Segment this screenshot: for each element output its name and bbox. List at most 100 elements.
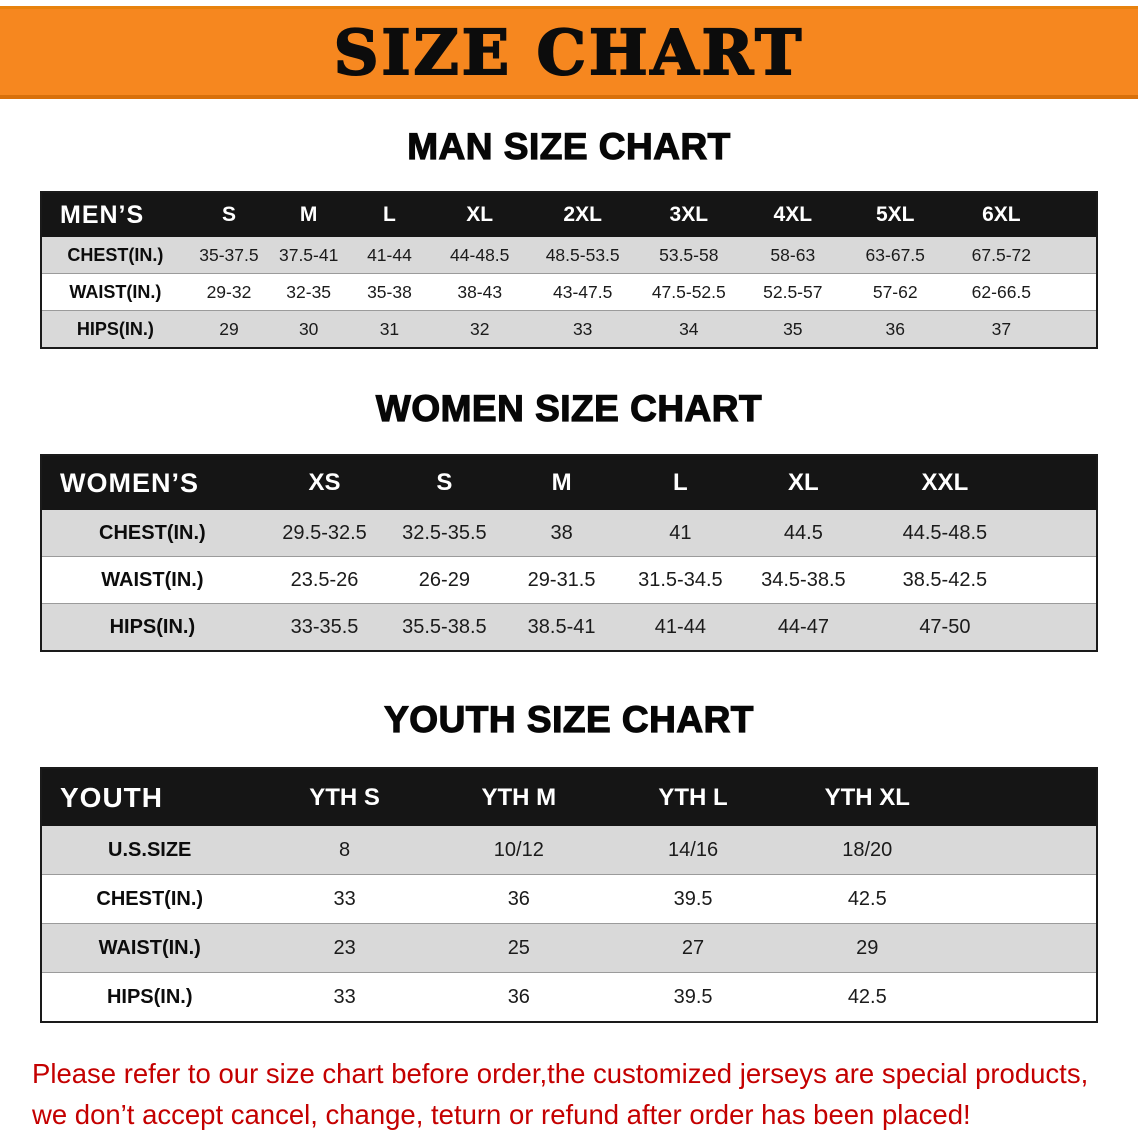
measurement-value: 36	[507, 985, 530, 1008]
section-women: WOMEN SIZE CHART WOMEN’S XS S M L XL XXL CHEST(I…	[0, 387, 1138, 652]
measurement-label: HIPS(IN.)	[109, 615, 196, 638]
size-column-header: S	[188, 192, 270, 237]
size-column-header: YTH S	[257, 768, 432, 826]
measurement-value: 38	[550, 521, 573, 544]
measurement-value: 43-47.5	[553, 281, 613, 302]
size-column-header: L	[620, 455, 741, 510]
size-column-header: XXL	[866, 455, 1024, 510]
measurement-value: 37.5-41	[278, 244, 339, 265]
measurement-value: 36	[507, 887, 530, 910]
section-men: MAN SIZE CHART MEN’S S M L XL 2XL 3XL 4XL 5XL 6XL C…	[0, 125, 1138, 349]
measurement-label: CHEST(IN.)	[67, 244, 164, 265]
measurement-value: 29	[856, 936, 879, 959]
measurement-value: 44.5	[783, 521, 823, 544]
measurement-value: 39.5	[673, 985, 713, 1008]
women-size-table: WOMEN’S XS S M L XL XXL CHEST(IN.) 29.5-32.5 32.5…	[40, 454, 1098, 652]
measurement-row: WAIST(IN.) 29-32 32-35 35-38 38-43 43-47.5 47.…	[41, 273, 1097, 311]
measurement-value: 53.5-58	[659, 244, 719, 265]
measurement-value: 62-66.5	[971, 281, 1032, 302]
measurement-value: 32.5-35.5	[402, 521, 487, 544]
spacer-cell	[1023, 455, 1097, 510]
measurement-value: 10/12	[493, 838, 544, 861]
section-heading: WOMEN SIZE CHART	[375, 387, 763, 429]
measurement-value: 42.5	[847, 887, 887, 910]
size-column-header: XL	[430, 192, 529, 237]
measurement-value: 33-35.5	[290, 615, 359, 638]
measurement-label: HIPS(IN.)	[76, 318, 154, 339]
measurement-value: 29.5-32.5	[282, 521, 367, 544]
size-column-header: 3XL	[636, 192, 742, 237]
measurement-value: 57-62	[872, 281, 918, 302]
measurement-value: 33	[572, 318, 593, 339]
measurement-value: 29-32	[206, 281, 252, 302]
spacer-cell	[954, 973, 1097, 1023]
size-column-header: XL	[740, 455, 867, 510]
measurement-value: 8	[339, 838, 351, 861]
measurement-row: HIPS(IN.) 33 36 39.5 42.5	[41, 972, 1097, 1023]
size-column-header: 6XL	[945, 192, 1057, 237]
size-column-header: M	[269, 192, 349, 237]
youth-size-table: YOUTH YTH S YTH M YTH L YTH XL U.S.SIZE 8 10/12…	[40, 767, 1098, 1023]
size-column-header: YTH M	[431, 768, 606, 826]
measurement-row: WAIST(IN.) 23.5-26 26-29 29-31.5 31.5-34.5 34…	[41, 556, 1097, 604]
spacer-cell	[1023, 510, 1097, 557]
measurement-value: 35-38	[367, 281, 412, 302]
spacer-cell	[1056, 192, 1097, 237]
spacer-cell	[1023, 557, 1097, 604]
measurement-label: U.S.SIZE	[108, 838, 192, 861]
measurement-value: 44.5-48.5	[902, 521, 988, 544]
size-column-header: YTH XL	[780, 768, 955, 826]
measurement-value: 29	[219, 318, 239, 339]
measurement-value: 41-44	[367, 244, 412, 265]
measurement-value: 35	[783, 318, 803, 339]
measurement-value: 37	[991, 318, 1012, 339]
measurement-label: CHEST(IN.)	[96, 887, 204, 910]
size-column-header: XS	[262, 455, 387, 510]
measurement-label: CHEST(IN.)	[99, 521, 206, 544]
table-group-label: MEN’S	[41, 192, 189, 237]
measurement-value: 23.5-26	[290, 568, 359, 591]
measurement-row: WAIST(IN.) 23 25 27 29	[41, 923, 1097, 973]
measurement-value: 47.5-52.5	[651, 281, 726, 302]
measurement-label: WAIST(IN.)	[69, 281, 162, 302]
measurement-label: HIPS(IN.)	[106, 985, 193, 1008]
measurement-value: 63-67.5	[865, 244, 925, 265]
measurement-value: 36	[885, 318, 905, 339]
measurement-row: CHEST(IN.) 35-37.5 37.5-41 41-44 44-48.5 48.5…	[41, 237, 1097, 274]
measurement-value: 30	[298, 318, 319, 339]
size-column-header: 2XL	[528, 192, 637, 237]
measurement-value: 44-47	[777, 615, 829, 638]
measurement-value: 14/16	[668, 838, 719, 861]
measurement-value: 18/20	[842, 838, 893, 861]
measurement-value: 41	[669, 521, 692, 544]
size-column-header: S	[386, 455, 503, 510]
measurement-row: CHEST(IN.) 33 36 39.5 42.5	[41, 874, 1097, 924]
measurement-value: 25	[507, 936, 530, 959]
measurement-value: 27	[681, 936, 705, 959]
spacer-cell	[954, 826, 1097, 875]
measurement-value: 32-35	[286, 281, 332, 302]
measurement-label: WAIST(IN.)	[98, 936, 201, 959]
measurement-value: 38-43	[457, 281, 503, 302]
measurement-value: 29-31.5	[527, 568, 596, 591]
size-column-header: YTH L	[605, 768, 781, 826]
measurement-value: 31.5-34.5	[638, 568, 723, 591]
page-title: SIZE CHART	[333, 15, 805, 90]
measurement-value: 38.5-41	[527, 615, 596, 638]
measurement-label: WAIST(IN.)	[101, 568, 204, 591]
measurement-value: 44-48.5	[450, 244, 510, 265]
measurement-value: 34.5-38.5	[761, 568, 846, 591]
disclaimer-line-1: Please refer to our size chart before or…	[32, 1058, 1089, 1089]
measurement-value: 35-37.5	[199, 244, 259, 265]
disclaimer: Please refer to our size chart before or…	[32, 1053, 1106, 1132]
measurement-value: 38.5-42.5	[902, 568, 988, 591]
measurement-value: 39.5	[673, 887, 713, 910]
measurement-value: 32	[469, 318, 490, 339]
men-size-table: MEN’S S M L XL 2XL 3XL 4XL 5XL 6XL CHEST(IN.) 35-37…	[40, 191, 1098, 349]
section-heading: YOUTH SIZE CHART	[384, 698, 754, 740]
spacer-cell	[1023, 604, 1097, 652]
spacer-cell	[954, 768, 1097, 826]
measurement-value: 33	[333, 985, 356, 1008]
measurement-row: U.S.SIZE 8 10/12 14/16 18/20	[41, 826, 1097, 875]
